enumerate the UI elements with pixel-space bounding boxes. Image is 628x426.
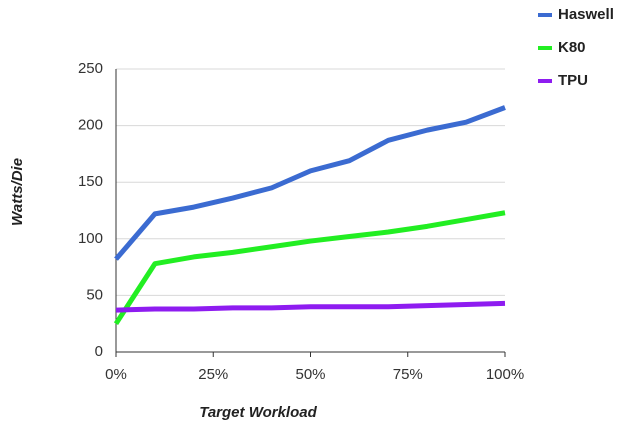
- y-tick-label: 200: [78, 117, 103, 134]
- legend-label: TPU: [558, 72, 588, 89]
- series-line: [115, 300, 506, 313]
- y-tick-label: 100: [78, 230, 103, 247]
- y-axis-title: Watts/Die: [9, 158, 26, 226]
- x-tick-label: 50%: [295, 366, 325, 383]
- series-line: [114, 105, 506, 261]
- x-tick-label: 75%: [393, 366, 423, 383]
- y-tick-label: 150: [78, 173, 103, 190]
- series-line: [113, 210, 506, 326]
- x-axis-title: Target Workload: [199, 404, 317, 421]
- y-tick-label: 250: [78, 60, 103, 77]
- y-tick-label: 0: [95, 343, 103, 360]
- legend-label: Haswell: [558, 6, 614, 23]
- x-tick-label: 100%: [486, 366, 524, 383]
- x-tick-label: 25%: [198, 366, 228, 383]
- legend-label: K80: [558, 39, 586, 56]
- x-tick-label: 0%: [105, 366, 127, 383]
- y-tick-label: 50: [86, 286, 103, 303]
